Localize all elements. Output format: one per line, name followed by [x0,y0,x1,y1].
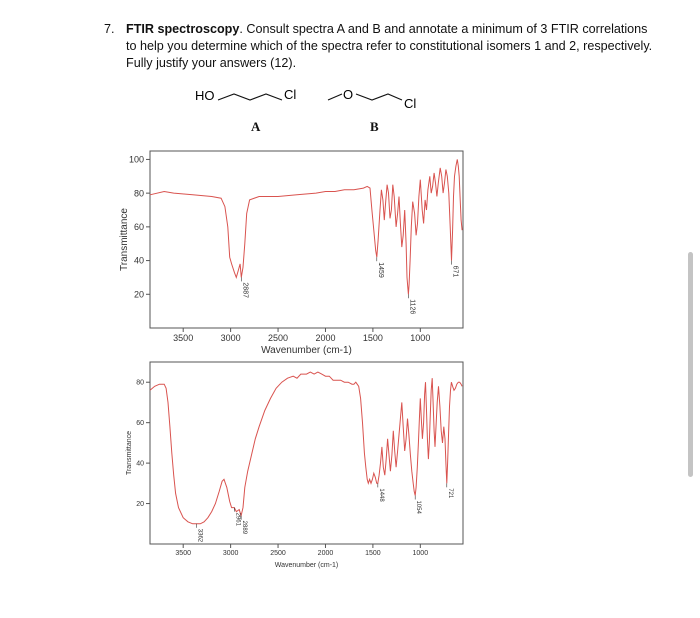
x-tick-label: 1000 [413,550,429,557]
x-tick-label: 3000 [221,333,241,343]
y-tick-label: 60 [134,222,144,232]
molecule-b-skeleton-right [355,93,403,101]
peak-annotation-label: 671 [452,266,459,278]
question-title: FTIR spectroscopy [126,22,240,36]
molecule-a-skeleton [217,93,283,101]
y-tick-label: 40 [134,256,144,266]
peak-annotation-label: 2887 [241,282,248,298]
x-tick-label: 2000 [315,333,335,343]
x-tick-label: 2500 [270,550,286,557]
peak-annotation-label: 2889 [241,521,247,535]
y-tick-label: 60 [136,420,144,427]
spectrum-series-line [149,159,463,295]
x-tick-label: 3500 [173,333,193,343]
molecule-b-label: B [370,119,379,134]
y-tick-label: 80 [136,380,144,387]
question-text: . Consult spectra A and B and annotate a… [126,22,653,70]
molecule-b-skeleton-left [327,93,343,101]
x-tick-label: 2500 [268,333,288,343]
plot-frame [149,150,464,329]
question-body: FTIR spectroscopy. Consult spectra A and… [126,21,656,72]
peak-annotation-label: 1459 [377,262,384,278]
x-tick-label: 1500 [365,550,381,557]
molecule-a-label: A [251,119,261,134]
molecule-a-chlorine: Cl [284,87,296,102]
y-tick-label: 20 [134,289,144,299]
peak-annotation-label: 1126 [408,299,415,314]
peak-annotation-label: 721 [447,488,453,499]
molecule-a [217,93,283,101]
x-axis-label: Wavenumber (cm-1) [275,562,339,569]
spectrum-series-line [149,371,463,525]
molecule-a-hydroxyl: HO [195,88,215,103]
peak-annotation-label: 1054 [415,500,421,514]
peak-annotation-label: 1448 [378,488,384,502]
x-tick-label: 1500 [363,333,383,343]
peak-annotation-label: 3362 [196,529,202,543]
x-axis-label: Wavenumber (cm-1) [261,345,352,356]
y-tick-label: 40 [136,461,144,468]
y-axis-label: Transmittance [119,208,130,271]
x-tick-label: 1000 [410,333,430,343]
x-tick-label: 2000 [318,550,334,557]
molecule-b [327,93,403,101]
x-tick-label: 3000 [223,550,239,557]
y-tick-label: 20 [136,501,144,508]
y-tick-label: 80 [134,188,144,198]
molecule-b-oxygen: O [343,87,353,102]
y-tick-label: 100 [129,155,144,165]
question-number: 7. [104,22,115,36]
peak-annotation-label: 2961 [234,513,240,527]
plot-frame [149,361,464,545]
scrollbar-thumb[interactable] [688,252,693,477]
molecule-b-chlorine: Cl [404,96,416,111]
y-axis-label: Transmittance [126,431,133,475]
x-tick-label: 3500 [175,550,191,557]
